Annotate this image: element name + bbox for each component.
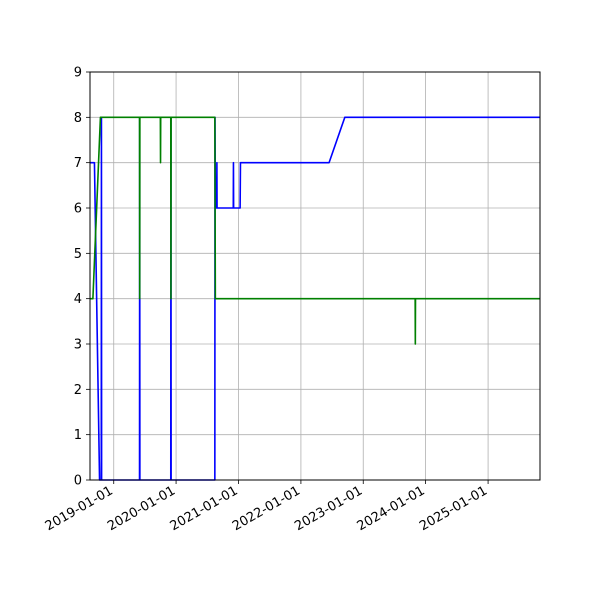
y-tick-label: 8 — [74, 111, 82, 126]
y-axis: 0 1 2 3 4 5 6 7 8 9 — [74, 66, 90, 489]
series-line-2 — [90, 116, 540, 345]
y-tick-label: 5 — [74, 247, 82, 262]
plot-frame — [89, 71, 541, 481]
y-tick-label: 0 — [74, 474, 82, 489]
y-tick-label: 3 — [74, 338, 82, 353]
y-tick-label: 7 — [74, 156, 82, 171]
y-tick-label: 9 — [74, 66, 82, 81]
y-tick-label: 4 — [74, 292, 82, 307]
y-tick-label: 1 — [74, 428, 82, 443]
y-tick-label: 6 — [74, 202, 82, 217]
y-tick-label: 2 — [74, 383, 82, 398]
series-group — [90, 116, 540, 481]
